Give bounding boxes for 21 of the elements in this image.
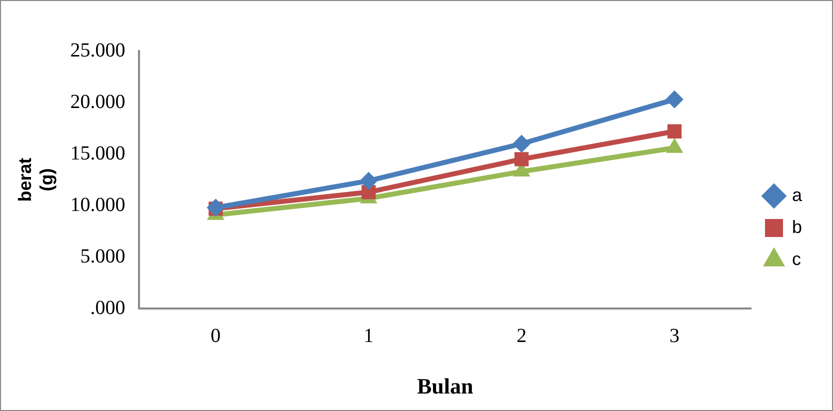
y-tick-label: 5.000 xyxy=(80,245,126,268)
legend-label: c xyxy=(792,248,801,269)
y-tick-label: 15.000 xyxy=(70,142,126,164)
y-tick-label: .000 xyxy=(90,296,126,319)
y-tick-label: 20.000 xyxy=(70,90,126,113)
x-tick-label: 2 xyxy=(516,324,527,347)
point xyxy=(666,90,684,108)
x-tick-label: 0 xyxy=(210,324,221,347)
point xyxy=(514,152,529,166)
x-tick-label: 3 xyxy=(670,324,680,347)
y-tick-label: 25.000 xyxy=(70,39,126,62)
point xyxy=(360,172,378,190)
legend-label: b xyxy=(792,216,802,237)
x-tick-label: 1 xyxy=(364,324,374,347)
y-tick-label: 10.000 xyxy=(70,194,126,216)
x-axis-title: Bulan xyxy=(416,373,474,398)
point xyxy=(667,124,682,138)
legend-label: a xyxy=(792,184,803,205)
y-axis-title: berat (g) xyxy=(14,158,56,202)
point xyxy=(512,134,531,153)
point xyxy=(206,198,225,217)
